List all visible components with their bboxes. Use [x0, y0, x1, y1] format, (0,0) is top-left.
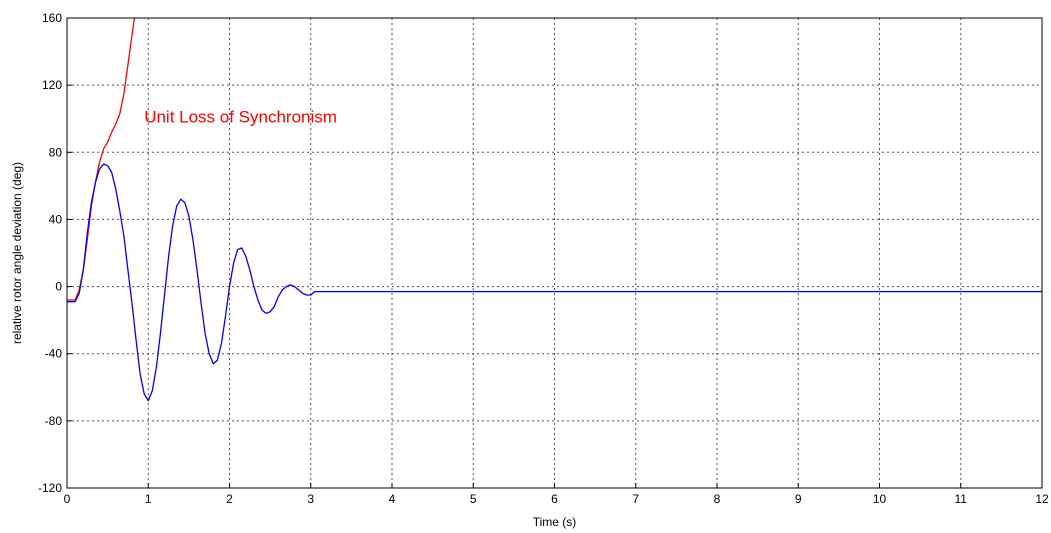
x-tick-label: 6: [551, 492, 558, 506]
x-tick-label: 10: [873, 492, 887, 506]
y-tick-label: 120: [42, 78, 62, 92]
x-tick-label: 8: [714, 492, 721, 506]
x-tick-label: 12: [1035, 492, 1049, 506]
x-tick-label: 4: [389, 492, 396, 506]
x-tick-label: 2: [226, 492, 233, 506]
x-tick-label: 3: [307, 492, 314, 506]
series-line-2: [67, 163, 1042, 402]
y-tick-label: -80: [45, 414, 63, 428]
y-tick-label: 160: [42, 11, 62, 25]
x-tick-label: 7: [632, 492, 639, 506]
y-tick-label: 0: [55, 280, 62, 294]
x-axis-title: Time (s): [533, 515, 577, 529]
y-tick-label: -120: [38, 481, 62, 495]
y-tick-label: 80: [49, 145, 63, 159]
plot-frame: [66, 17, 1043, 489]
x-tick-label: 0: [64, 492, 71, 506]
y-tick-labels: -120 -80 -40 0 40 80 120 160: [38, 11, 62, 495]
x-tick-labels: 0 1 2 3 4 5 6 7 8 9 10 11 12: [64, 492, 1049, 506]
loss-of-synchronism-annotation: Unit Loss of Synchronism: [144, 108, 337, 127]
x-tick-label: 1: [145, 492, 152, 506]
x-tick-label: 9: [795, 492, 802, 506]
x-tick-label: 11: [955, 492, 968, 506]
y-axis-title: relative rotor angle deviation (deg): [10, 162, 24, 344]
grid-lines: [67, 18, 1042, 488]
axis-ticks: [66, 17, 1043, 489]
y-tick-label: -40: [45, 347, 63, 361]
x-tick-label: 5: [470, 492, 477, 506]
y-tick-label: 40: [49, 212, 63, 226]
series-layer: [67, 17, 1042, 402]
